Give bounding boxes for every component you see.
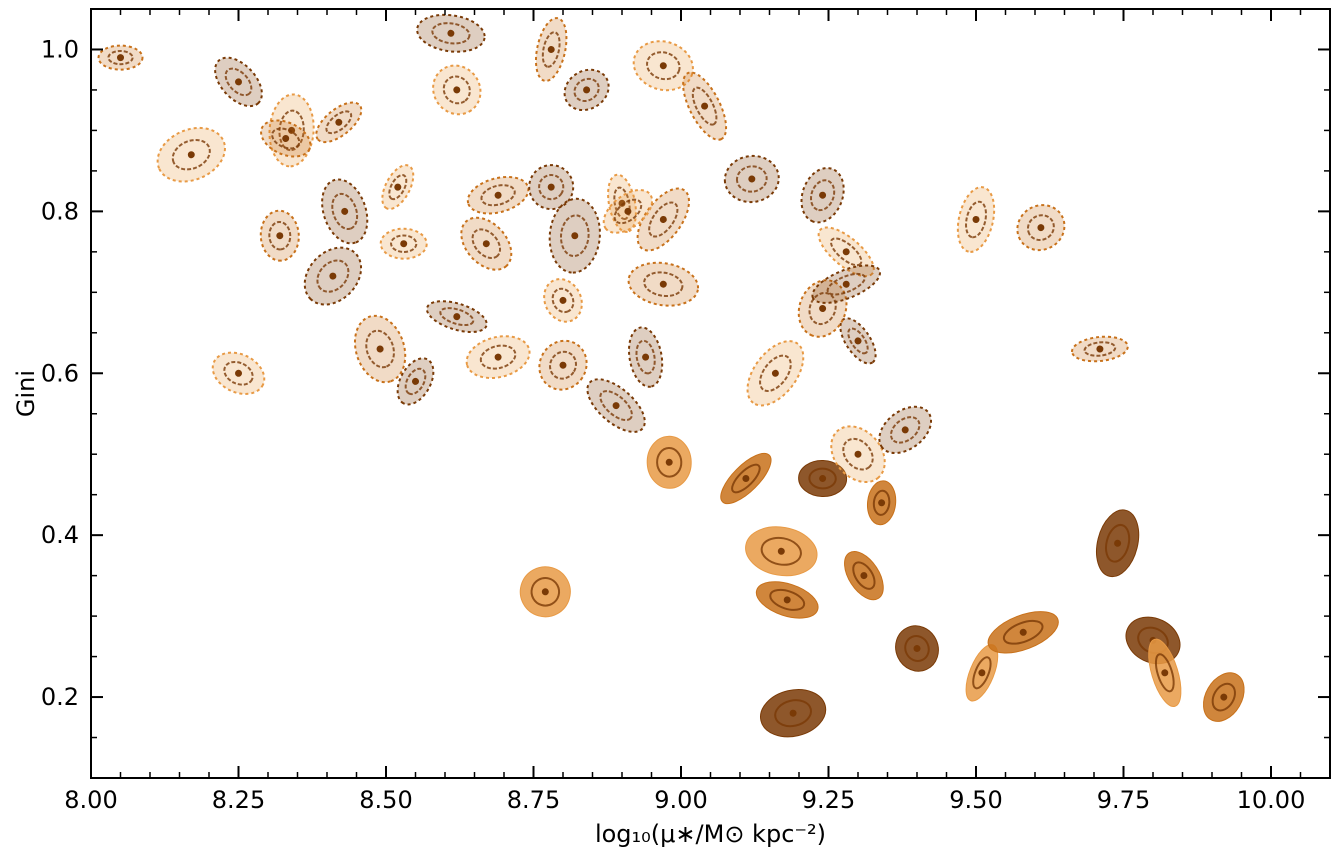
galaxy-marker <box>425 300 488 333</box>
galaxy-markers <box>97 13 1245 738</box>
galaxy-marker <box>259 209 300 262</box>
galaxy-marker <box>416 13 486 53</box>
galaxy-marker <box>627 261 700 307</box>
galaxy-marker <box>746 340 805 407</box>
galaxy-marker <box>720 452 772 505</box>
galaxy-marker <box>878 405 933 455</box>
x-tick-label: 8.25 <box>212 786 265 814</box>
galaxy-marker <box>381 164 415 211</box>
x-axis-label: log₁₀(μ∗/M⊙ kpc⁻²) <box>595 820 826 848</box>
galaxy-marker <box>800 167 845 224</box>
galaxy-marker <box>214 56 263 108</box>
galaxy-marker <box>602 189 654 234</box>
galaxy-marker <box>798 459 848 498</box>
galaxy-marker <box>315 101 363 144</box>
x-tick-label: 10.00 <box>1237 786 1306 814</box>
galaxy-marker <box>1096 509 1140 578</box>
galaxy-marker <box>460 216 513 271</box>
y-axis-label: Gini <box>12 370 40 417</box>
galaxy-marker <box>987 611 1059 654</box>
galaxy-marker <box>830 425 886 484</box>
galaxy-marker <box>956 186 996 253</box>
y-tick-label: 1.0 <box>41 35 79 63</box>
galaxy-marker <box>797 279 848 338</box>
galaxy-marker <box>682 71 728 141</box>
galaxy-marker <box>538 339 588 391</box>
y-tick-label: 0.6 <box>41 359 79 387</box>
galaxy-marker <box>97 44 144 71</box>
galaxy-marker <box>646 435 692 489</box>
galaxy-marker <box>353 314 407 384</box>
x-tick-label: 9.25 <box>802 786 855 814</box>
x-tick-label: 8.00 <box>64 786 117 814</box>
galaxy-marker <box>466 175 530 215</box>
galaxy-marker <box>895 625 939 672</box>
galaxy-marker <box>866 480 897 526</box>
galaxy-marker <box>548 197 601 274</box>
galaxy-marker <box>563 68 610 112</box>
x-tick-label: 8.50 <box>359 786 412 814</box>
galaxy-marker <box>543 278 583 323</box>
y-tick-label: 0.2 <box>41 683 79 711</box>
galaxy-marker <box>1148 638 1182 707</box>
galaxy-marker <box>745 526 818 577</box>
galaxy-marker <box>844 551 884 601</box>
galaxy-marker <box>303 246 363 306</box>
galaxy-marker <box>396 357 435 406</box>
galaxy-marker <box>379 227 428 260</box>
galaxy-marker <box>1016 204 1066 252</box>
x-tick-label: 8.75 <box>507 786 560 814</box>
galaxy-marker <box>755 581 819 619</box>
galaxy-marker <box>723 154 780 204</box>
galaxy-marker <box>465 335 531 379</box>
galaxy-marker <box>211 351 266 395</box>
galaxy-marker <box>628 326 664 388</box>
galaxy-marker <box>636 187 690 252</box>
galaxy-marker <box>534 17 568 82</box>
y-tick-label: 0.8 <box>41 197 79 225</box>
x-tick-label: 9.00 <box>654 786 707 814</box>
y-tick-label: 0.4 <box>41 521 79 549</box>
galaxy-marker <box>811 264 881 304</box>
galaxy-marker <box>519 566 571 618</box>
y-axis: 0.2 0.4 0.6 0.8 1.0 <box>41 8 1330 739</box>
galaxy-marker <box>156 126 226 183</box>
galaxy-marker <box>817 226 875 278</box>
galaxy-marker <box>1071 335 1129 363</box>
galaxy-marker <box>260 119 312 158</box>
galaxy-marker <box>760 689 827 738</box>
galaxy-marker <box>321 178 369 245</box>
galaxy-marker <box>432 64 482 116</box>
galaxy-marker <box>528 164 575 211</box>
x-tick-label: 9.75 <box>1097 786 1150 814</box>
galaxy-marker <box>632 40 694 92</box>
x-tick-label: 9.50 <box>949 786 1002 814</box>
galaxy-marker <box>839 317 877 365</box>
x-axis: 8.00 8.25 8.50 8.75 9.00 9.25 9.50 9.75 10.00 <box>64 9 1305 814</box>
galaxy-marker <box>1203 672 1245 722</box>
